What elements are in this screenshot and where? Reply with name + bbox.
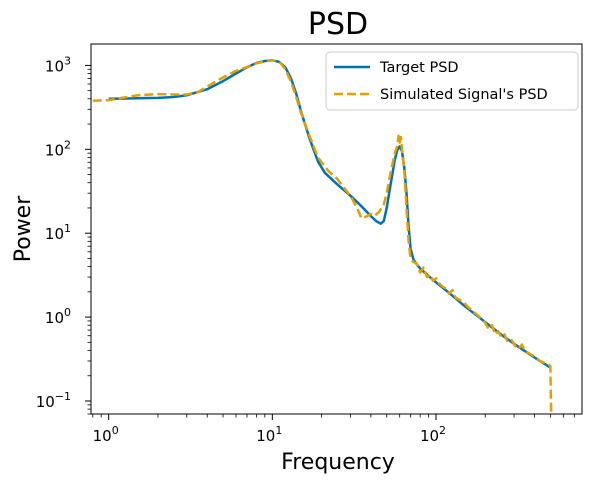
legend-box bbox=[325, 51, 579, 111]
y-tick-label: 102 bbox=[45, 138, 71, 159]
x-axis-label: Frequency bbox=[281, 450, 395, 475]
y-axis-label: Power bbox=[11, 195, 36, 262]
y-tick-label: 10−1 bbox=[36, 390, 71, 411]
x-tick-label: 100 bbox=[93, 424, 119, 445]
x-tick-label: 102 bbox=[420, 424, 446, 445]
chart-title: PSD bbox=[308, 7, 368, 42]
legend-label-target-psd: Target PSD bbox=[379, 60, 459, 76]
series-line-simulated-psd bbox=[92, 59, 553, 414]
x-tick-label: 101 bbox=[256, 424, 282, 445]
legend: Target PSD Simulated Signal's PSD bbox=[325, 51, 579, 111]
x-axis-ticks: 100 101 102 bbox=[92, 414, 575, 445]
legend-label-simulated-psd: Simulated Signal's PSD bbox=[380, 87, 548, 103]
y-tick-label: 100 bbox=[45, 306, 71, 327]
y-tick-label: 101 bbox=[45, 222, 71, 243]
plot-frame bbox=[90, 43, 583, 415]
series-layer bbox=[92, 59, 553, 414]
y-tick-label: 103 bbox=[45, 54, 71, 75]
y-axis-ticks: 10−1 100 101 102 103 bbox=[36, 54, 91, 415]
